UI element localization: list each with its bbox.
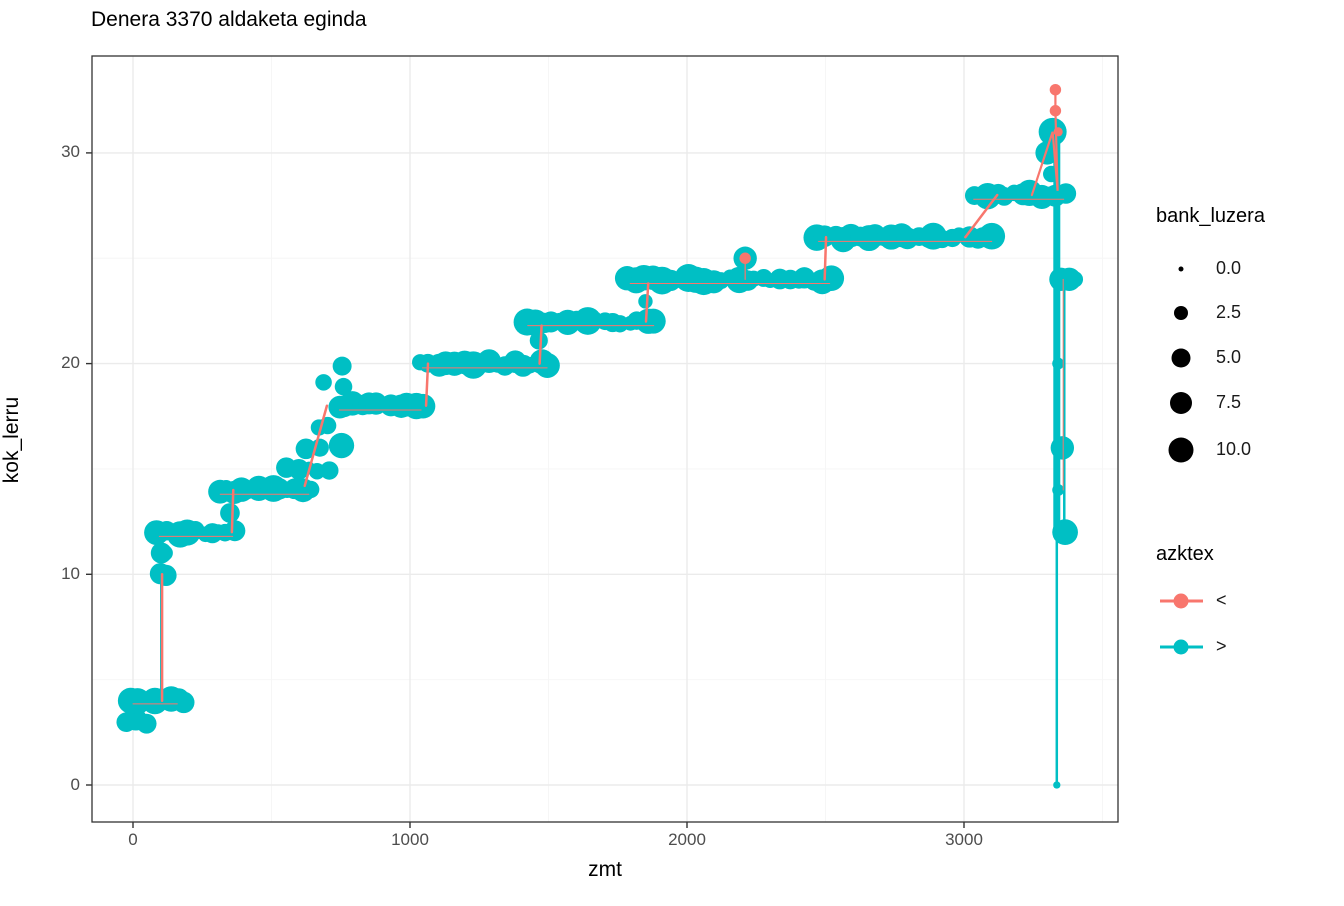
shape-legend-label-greater: > (1216, 636, 1227, 656)
x-tick-label-2000: 2000 (668, 830, 706, 849)
y-tick-label-20: 20 (61, 353, 80, 372)
size-legend-label-4: 10.0 (1216, 439, 1252, 459)
y-tick-label-10: 10 (61, 564, 80, 583)
size-legend-label-3: 7.5 (1216, 392, 1242, 412)
y-tick-label-0: 0 (70, 775, 80, 794)
size-legend-title: bank_luzera (1156, 205, 1265, 227)
size-legend-label-1: 2.5 (1216, 302, 1242, 322)
x-tick-label-3000: 3000 (945, 830, 983, 849)
x-tick-label-0: 0 (128, 830, 138, 849)
size-legend-label-2: 5.0 (1216, 347, 1242, 367)
x-tick-label-1000: 1000 (391, 830, 429, 849)
y-tick-label-30: 30 (61, 142, 80, 161)
shape-legend-title: azktex (1156, 543, 1214, 565)
plot-title: Denera 3370 aldaketa eginda (91, 8, 367, 31)
x-axis-title: zmt (588, 858, 622, 881)
shape-legend-label-less: < (1216, 590, 1227, 610)
size-legend-label-0: 0.0 (1216, 258, 1242, 278)
